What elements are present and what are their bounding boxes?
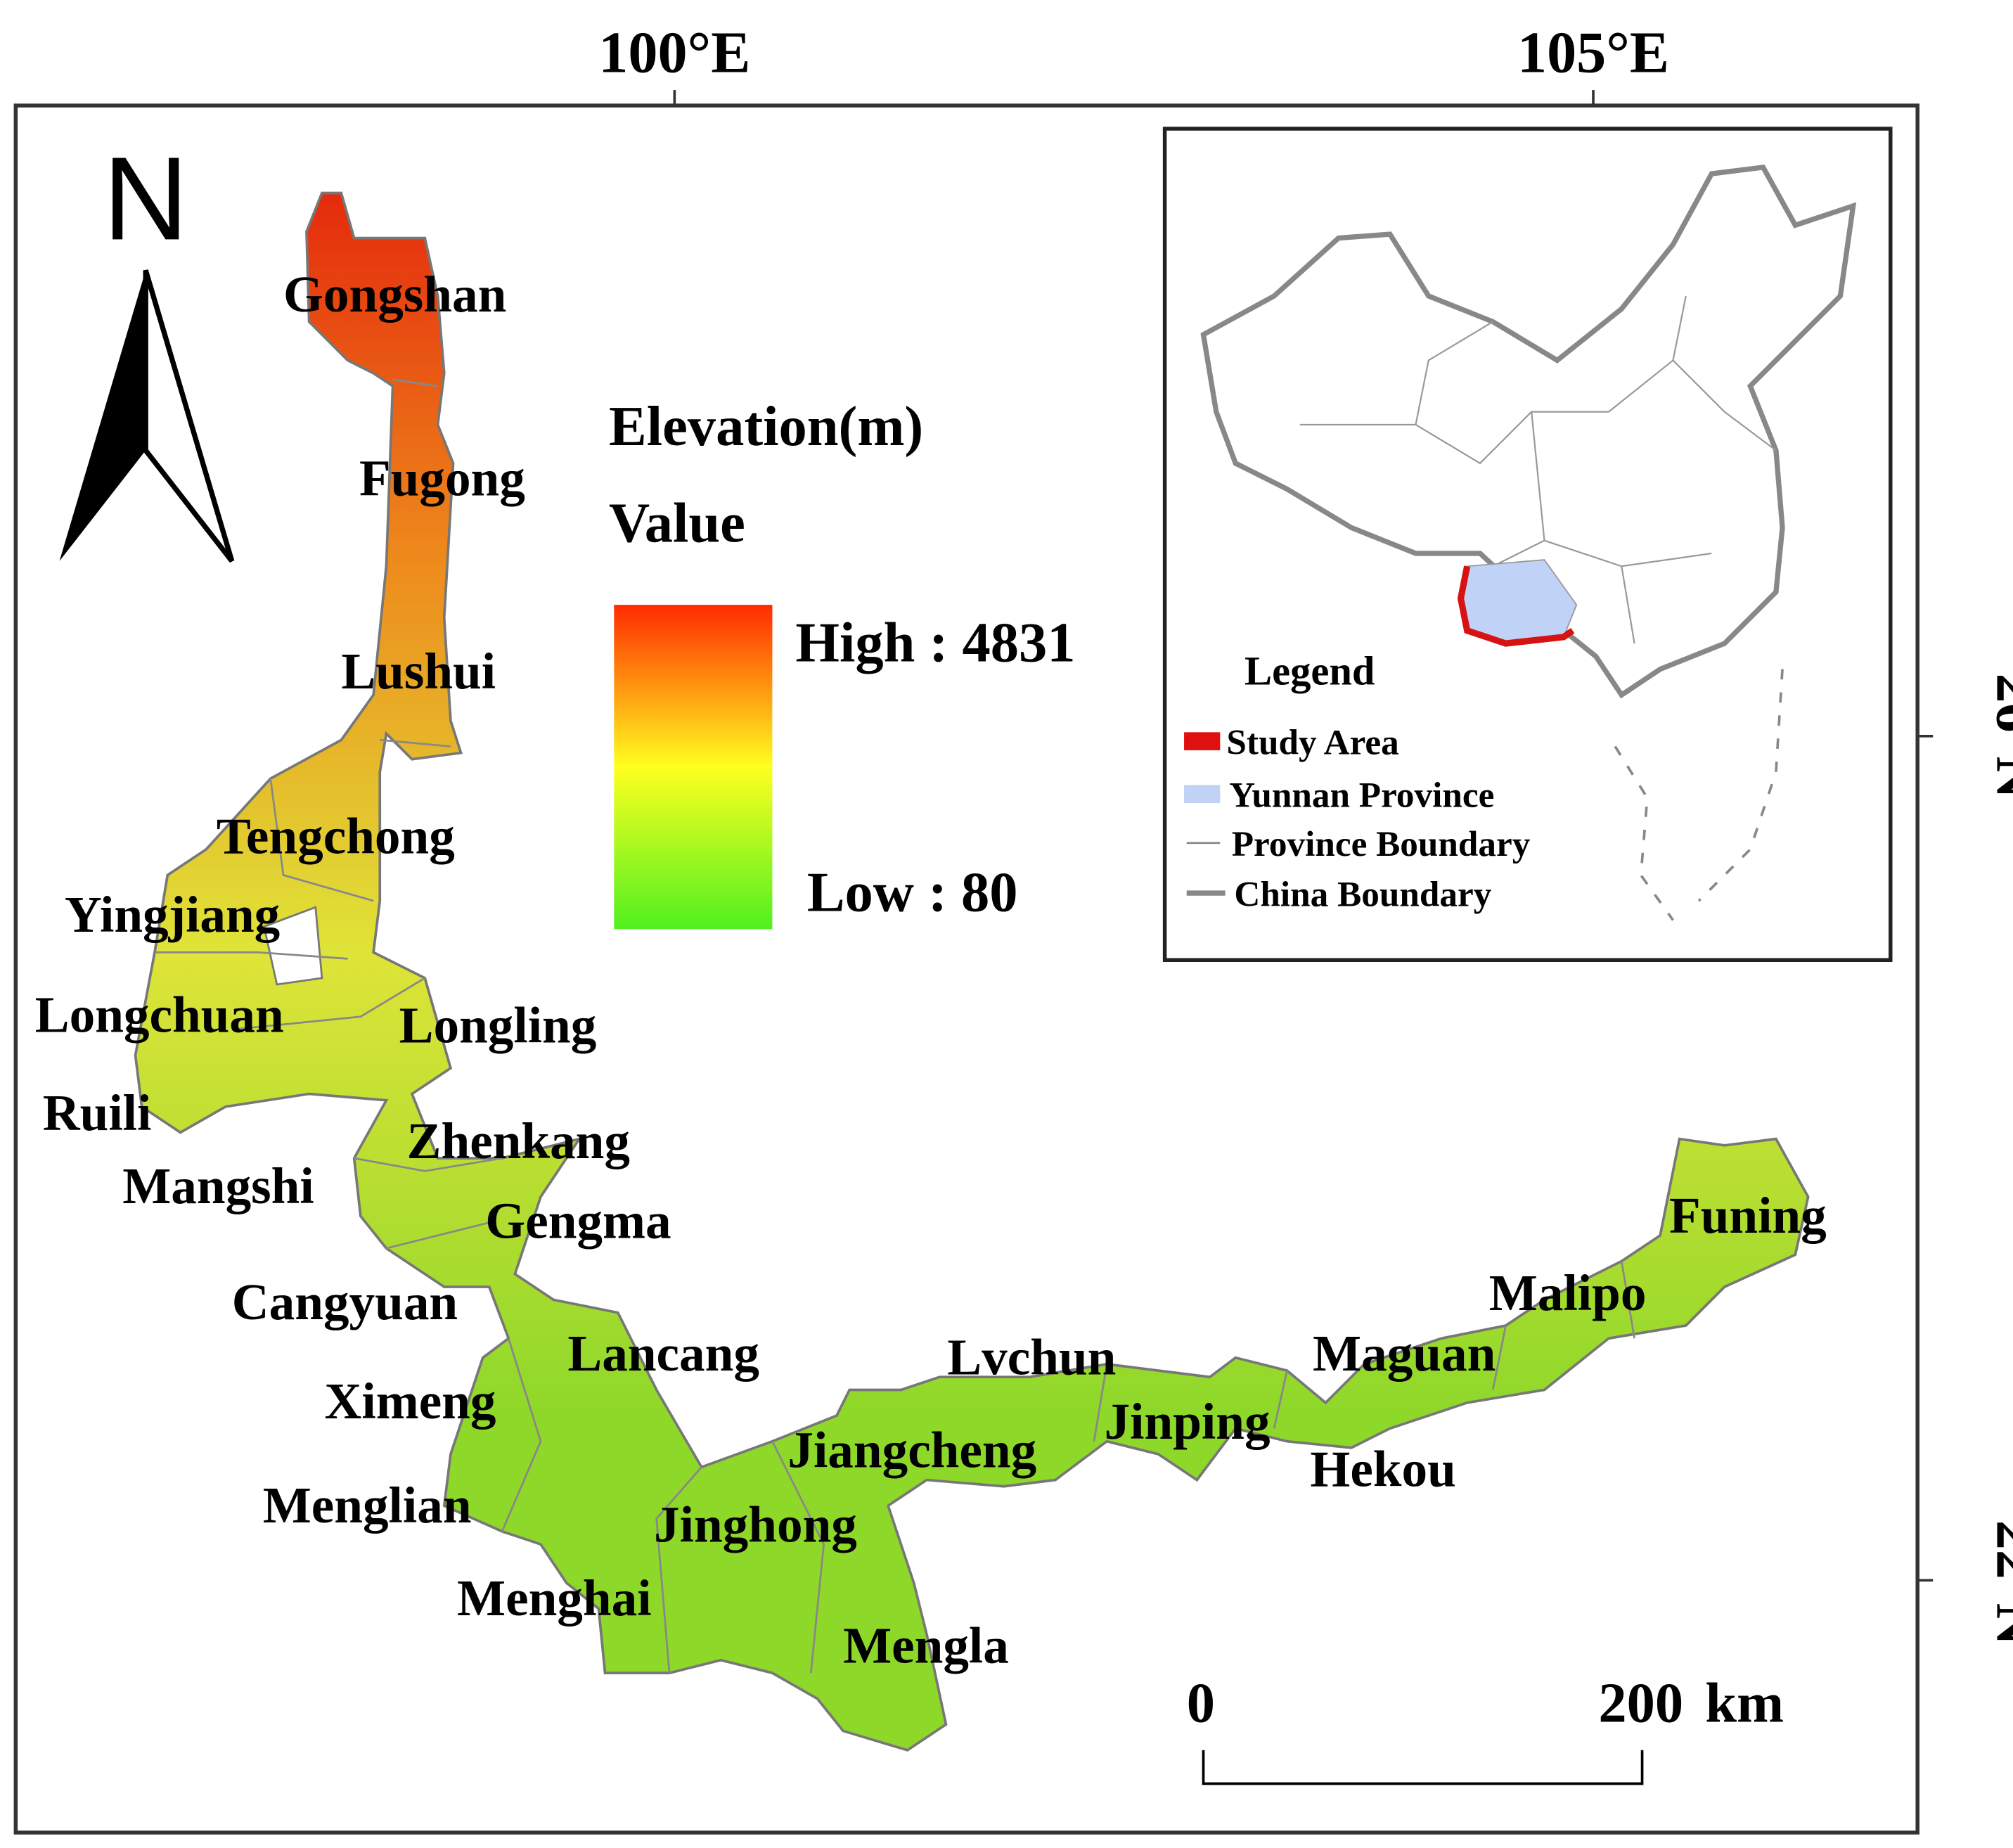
legend-low: Low : 80: [807, 861, 1018, 924]
county-label: Longling: [399, 996, 597, 1053]
swatch-yunnan: [1184, 785, 1221, 803]
lon-label: 100°E: [598, 20, 750, 85]
county-label: Malipo: [1489, 1264, 1647, 1321]
county-label: Ximeng: [325, 1373, 496, 1430]
scale-bar: [1202, 1750, 1644, 1785]
north-arrow-right: [143, 269, 235, 563]
county-label: Cangyuan: [232, 1273, 458, 1330]
map-hole: [262, 906, 323, 986]
county-label: Funing: [1669, 1187, 1827, 1244]
county-label: Jiangcheng: [787, 1421, 1036, 1478]
county-label: Ruili: [43, 1084, 152, 1141]
scale-unit: km: [1705, 1672, 1784, 1735]
county-label: Tengchong: [217, 807, 455, 864]
province-boundaries: [1299, 295, 1777, 644]
lat-label: 26°N: [1984, 673, 2013, 799]
inset-legend-item: Yunnan Province: [1229, 775, 1494, 815]
color-ramp: [614, 605, 773, 930]
county-boundaries: [154, 378, 1635, 1674]
county-label: Menglian: [263, 1477, 472, 1534]
inset-legend-item: Study Area: [1226, 722, 1398, 762]
county-label: Mangshi: [122, 1157, 314, 1214]
legend-title: Elevation(m): [609, 395, 923, 458]
county-label: Gongshan: [283, 266, 506, 323]
scale-start: 0: [1187, 1672, 1215, 1735]
county-label: Longchuan: [35, 987, 284, 1044]
county-label: Lushui: [341, 643, 496, 700]
lat-label: 22°N: [1984, 1520, 2013, 1646]
legend-subtitle: Value: [609, 492, 745, 554]
county-label: Yingjiang: [65, 886, 280, 943]
county-label: Gengma: [485, 1193, 671, 1250]
county-label: Jinghong: [654, 1496, 857, 1553]
study-area-inset: [1457, 565, 1575, 647]
inset-legend-item: Province Boundary: [1232, 824, 1531, 864]
north-label: N: [103, 132, 188, 264]
scale-end: 200: [1598, 1672, 1683, 1735]
legend-high: High : 4831: [795, 612, 1075, 674]
swatch-study-area: [1184, 732, 1221, 750]
county-label: Jinping: [1105, 1393, 1271, 1450]
county-label: Fugong: [359, 450, 525, 507]
county-label: Mengla: [843, 1617, 1009, 1674]
county-label: Lvchun: [947, 1329, 1116, 1386]
county-labels: Gongshan Fugong Lushui Tengchong Yingjiang Lo…: [35, 266, 1827, 1674]
study-area: [134, 191, 1810, 1752]
county-label: Lancang: [567, 1325, 759, 1382]
county-label: Menghai: [457, 1570, 652, 1626]
county-label: Zhenkang: [407, 1112, 630, 1169]
county-label: Hekou: [1310, 1441, 1455, 1498]
county-label: Maguan: [1313, 1325, 1496, 1382]
inset-legend-title: Legend: [1245, 648, 1375, 694]
inset-legend-item: China Boundary: [1234, 874, 1491, 914]
nine-dash-line: [1614, 669, 1784, 921]
lon-label: 105°E: [1517, 20, 1669, 85]
